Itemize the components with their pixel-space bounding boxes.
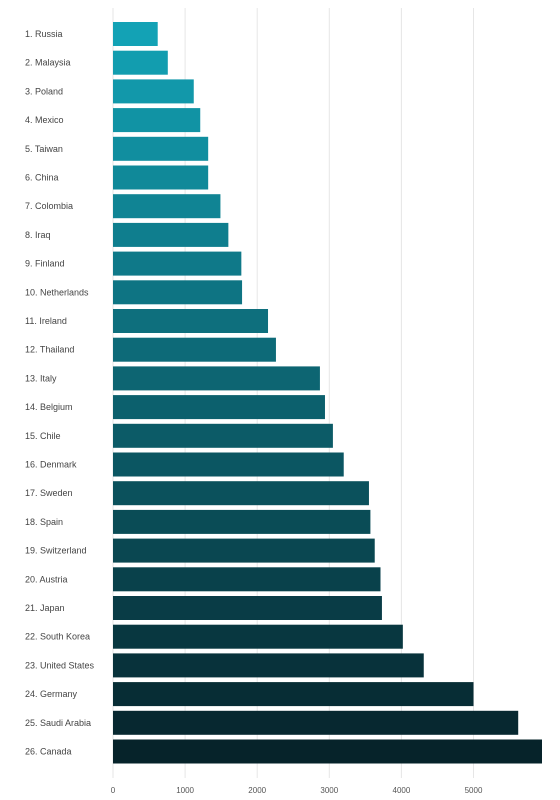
- bar: [113, 481, 369, 506]
- bar: [113, 22, 158, 46]
- x-tick-label: 4000: [393, 786, 411, 795]
- bar: [113, 309, 269, 333]
- bar: [113, 395, 325, 420]
- category-label: 24. Germany: [25, 689, 78, 699]
- category-label: 21. Japan: [25, 603, 65, 613]
- bar: [113, 108, 201, 133]
- bar: [113, 366, 320, 391]
- category-label: 20. Austria: [25, 574, 68, 584]
- category-label: 8. Iraq: [25, 230, 51, 240]
- bar: [113, 280, 243, 305]
- bar: [113, 538, 375, 563]
- bar: [113, 222, 229, 247]
- category-label: 10. Netherlands: [25, 287, 89, 297]
- x-tick-label: 1000: [176, 786, 194, 795]
- category-label: 7. Colombia: [25, 201, 73, 211]
- category-label: 18. Spain: [25, 517, 63, 527]
- category-label: 13. Italy: [25, 373, 57, 383]
- bar: [113, 509, 371, 534]
- bar: [113, 739, 542, 764]
- bar: [113, 79, 194, 104]
- category-label: 12. Thailand: [25, 345, 74, 355]
- category-label: 11. Ireland: [25, 316, 67, 326]
- x-tick-label: 3000: [320, 786, 338, 795]
- category-label: 15. Chile: [25, 431, 61, 441]
- category-label: 23. United States: [25, 660, 95, 670]
- bar: [113, 624, 403, 649]
- category-label: 14. Belgium: [25, 402, 73, 412]
- bar: [113, 423, 333, 448]
- bar: [113, 653, 424, 678]
- category-label: 3. Poland: [25, 86, 63, 96]
- category-label: 6. China: [25, 173, 59, 183]
- category-label: 19. Switzerland: [25, 546, 87, 556]
- x-tick-label: 5000: [465, 786, 483, 795]
- bar: [113, 165, 209, 190]
- category-label: 1. Russia: [25, 29, 63, 39]
- bar-layer: [113, 22, 542, 764]
- bar: [113, 50, 168, 75]
- x-tick-label: 2000: [248, 786, 266, 795]
- category-label: 17. Sweden: [25, 488, 73, 498]
- x-tick-label: 0: [111, 786, 116, 795]
- category-label: 22. South Korea: [25, 632, 90, 642]
- bar: [113, 710, 519, 735]
- bar: [113, 194, 221, 219]
- x-axis-tick-layer: 0 1000 2000 3000 4000 5000: [111, 786, 483, 795]
- category-label: 26. Canada: [25, 747, 72, 757]
- category-label: 9. Finland: [25, 259, 65, 269]
- bar: [113, 452, 344, 477]
- bar: [113, 682, 474, 707]
- bar: [113, 251, 242, 276]
- category-label: 16. Denmark: [25, 460, 77, 470]
- category-label-layer: 1. Russia 2. Malaysia 3. Poland 4. Mexico 5.…: [25, 29, 95, 757]
- category-label: 25. Saudi Arabia: [25, 718, 91, 728]
- grid-layer: [112, 8, 475, 778]
- bar: [113, 337, 276, 362]
- bar: [113, 136, 209, 161]
- category-label: 2. Malaysia: [25, 58, 71, 68]
- category-label: 4. Mexico: [25, 115, 64, 125]
- bar: [113, 567, 381, 592]
- bar: [113, 596, 382, 620]
- category-label: 5. Taiwan: [25, 144, 63, 154]
